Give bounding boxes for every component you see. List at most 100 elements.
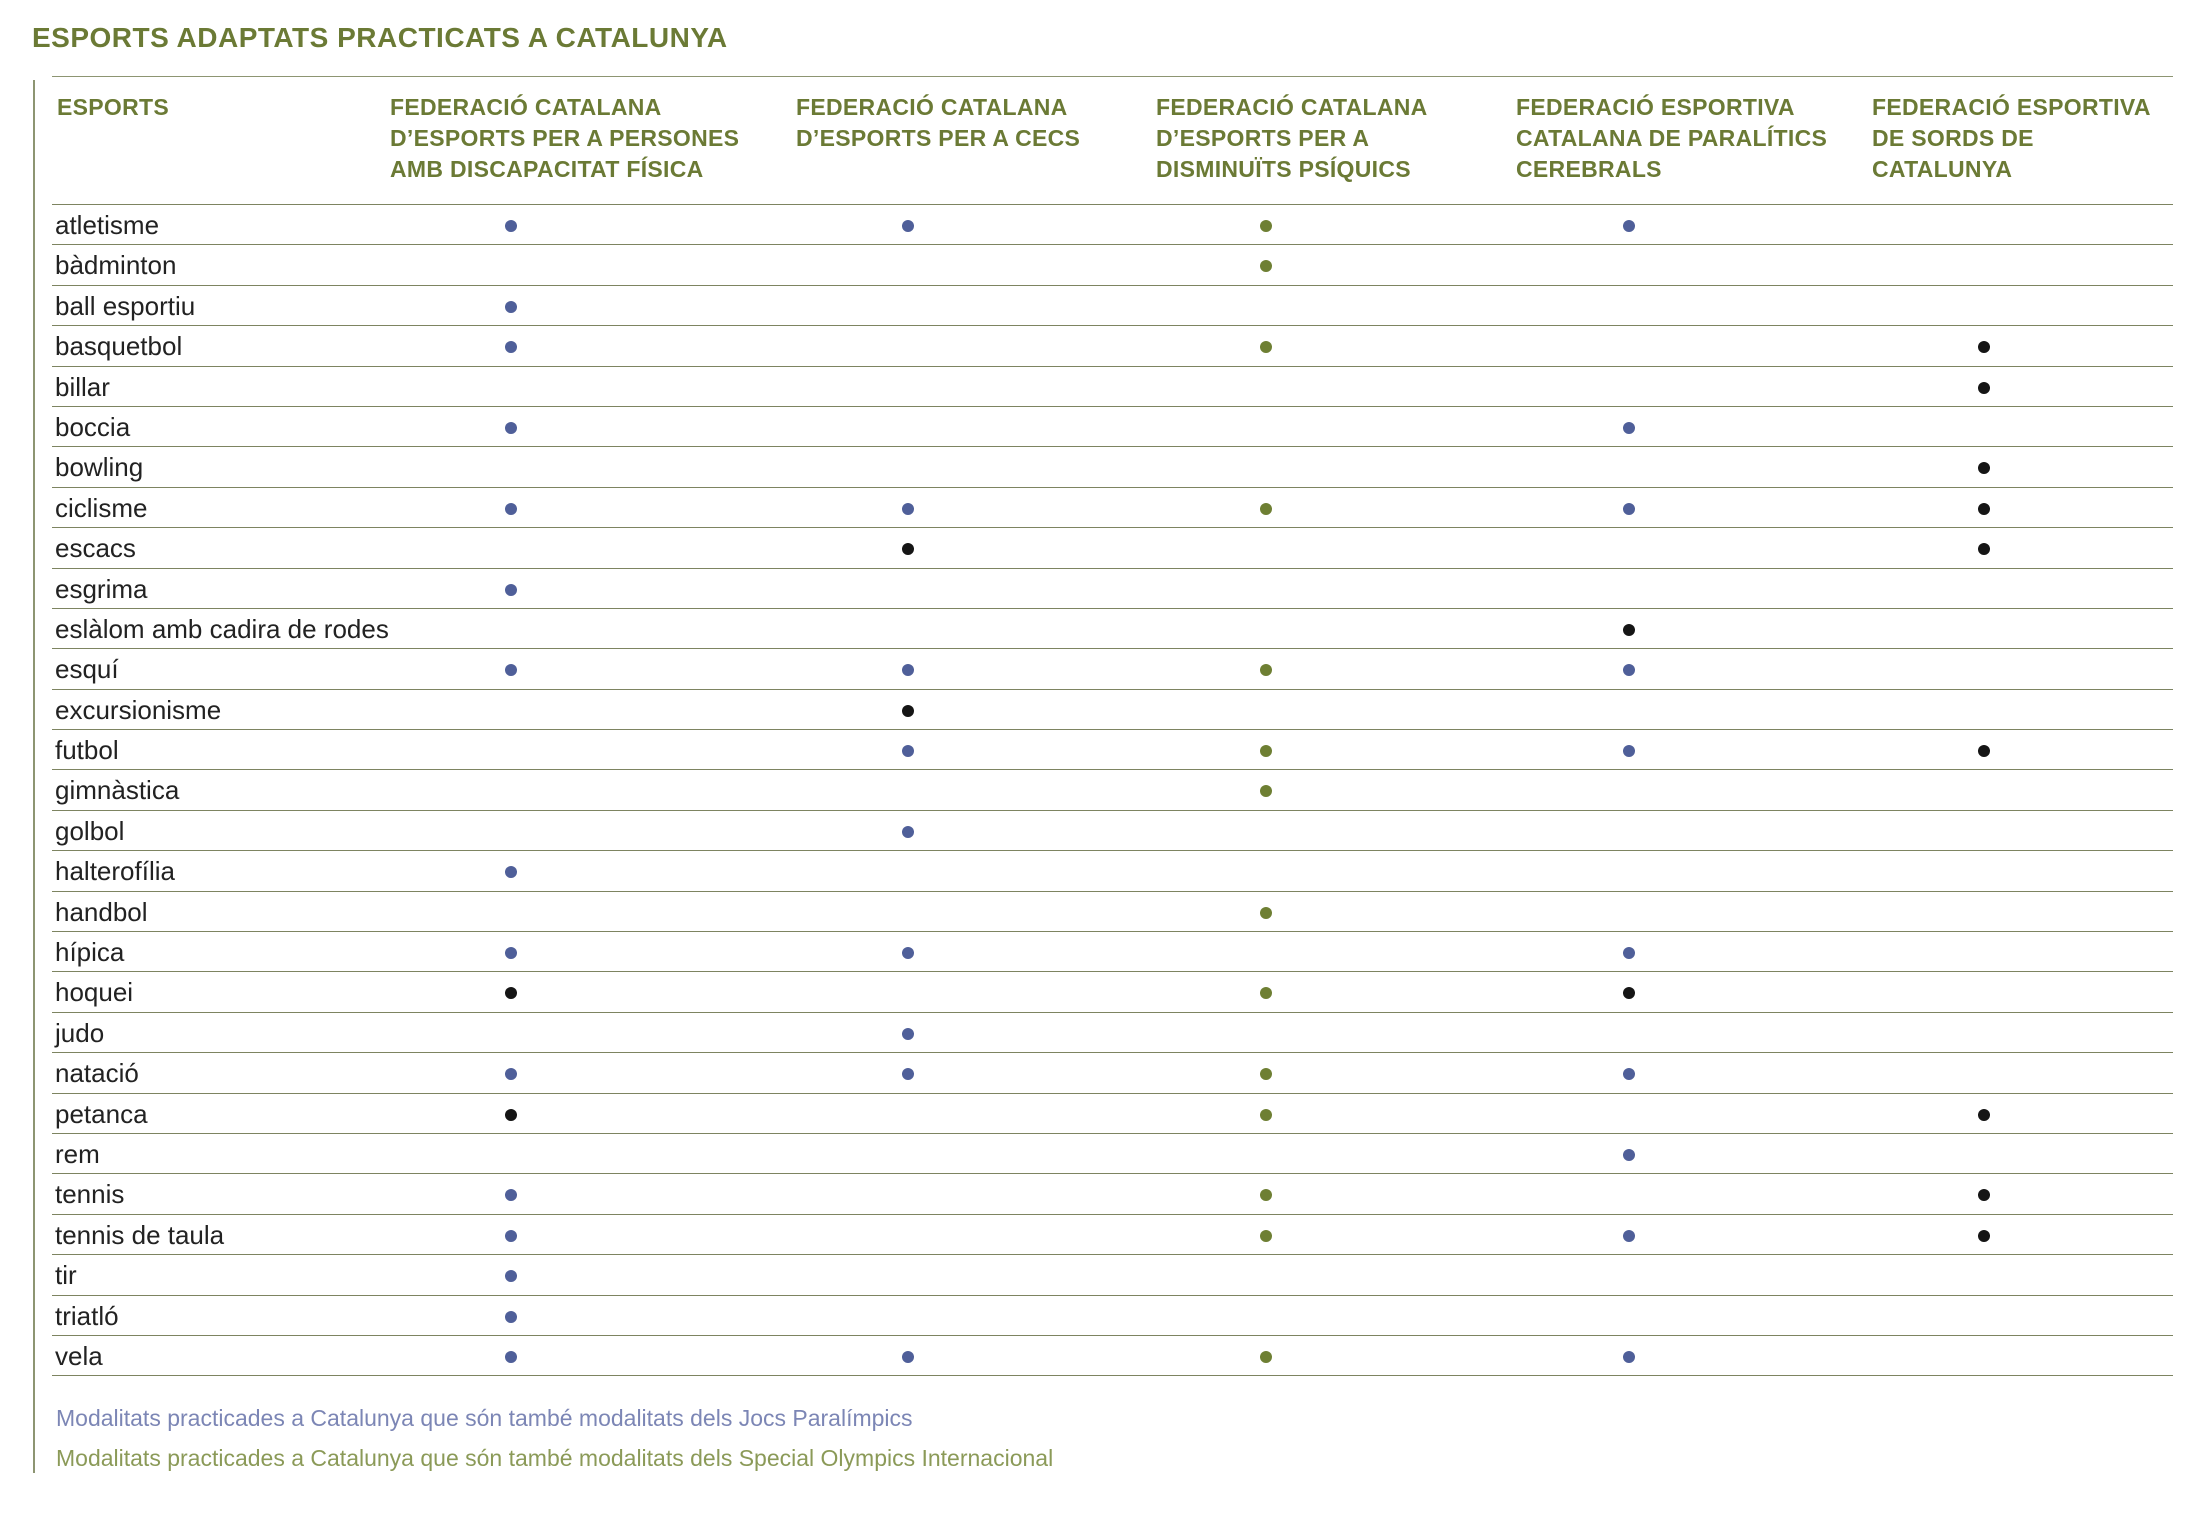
dot-marker-blue: [1623, 1350, 1635, 1363]
dot-marker-green: [1260, 745, 1272, 758]
sport-name: ciclisme: [55, 492, 148, 523]
table-body: atletisme bàdminton ball esportiu basquetbo…: [52, 205, 2173, 1377]
dot-marker-blue: [505, 1068, 517, 1081]
dot-marker-blue: [902, 745, 914, 758]
legend-paralympics: Modalitats practicades a Catalunya que s…: [56, 1405, 913, 1431]
dot-marker-black: [1978, 462, 1990, 475]
dot-marker-green: [1260, 1108, 1272, 1121]
table-row: escacs: [52, 528, 2173, 569]
page-title: ESPORTS ADAPTATS PRACTICATS A CATALUNYA: [32, 22, 728, 53]
dot-marker-blue: [505, 341, 517, 354]
table-row: bàdminton: [52, 245, 2173, 286]
dot-marker-black: [902, 704, 914, 717]
table-row: tir: [52, 1255, 2173, 1296]
table-row: ball esportiu: [52, 286, 2173, 327]
sport-name: ball esportiu: [55, 290, 196, 321]
dot-marker-blue: [505, 502, 517, 515]
top-divider: [52, 76, 2173, 77]
table-row: tennis: [52, 1174, 2173, 1215]
sport-name: futbol: [55, 735, 119, 766]
dot-marker-green: [1260, 220, 1272, 232]
table-row: rem: [52, 1134, 2173, 1175]
dot-marker-blue: [505, 300, 517, 313]
sport-name: tennis: [55, 1179, 125, 1210]
dot-marker-black: [1978, 1229, 1990, 1242]
dot-marker-blue: [1623, 1148, 1635, 1161]
dot-marker-blue: [1623, 1229, 1635, 1242]
dot-marker-black: [1978, 502, 1990, 515]
column-header-fed-sords: FEDERACIÓ ESPORTIVA DE SORDS DE CATALUNY…: [1872, 94, 2151, 182]
dot-marker-blue: [505, 1310, 517, 1323]
dot-marker-blue: [902, 1068, 914, 1081]
dot-marker-black: [1978, 381, 1990, 394]
dot-marker-blue: [505, 664, 517, 677]
dot-marker-black: [902, 543, 914, 556]
sport-name: bowling: [55, 452, 144, 483]
table-row: petanca: [52, 1094, 2173, 1134]
dot-marker-black: [1978, 543, 1990, 556]
sport-name: esgrima: [55, 573, 148, 604]
dot-marker-blue: [1623, 502, 1635, 515]
sport-name: judo: [55, 1017, 105, 1048]
dot-marker-blue: [902, 825, 914, 838]
dot-marker-blue: [505, 866, 517, 879]
dot-marker-blue: [505, 947, 517, 960]
dot-marker-green: [1260, 341, 1272, 354]
sport-name: vela: [55, 1340, 103, 1371]
column-header-fed-cecs: FEDERACIÓ CATALANA D’ESPORTS PER A CECS: [796, 94, 1081, 151]
sport-name: tir: [55, 1260, 77, 1291]
column-header-fed-paralitics: FEDERACIÓ ESPORTIVA CATALANA DE PARALÍTI…: [1516, 94, 1828, 182]
dot-marker-blue: [1623, 947, 1635, 960]
sport-name: triatló: [55, 1300, 119, 1331]
dot-marker-blue: [1623, 220, 1635, 232]
dot-marker-green: [1260, 1229, 1272, 1242]
sport-name: billar: [55, 371, 110, 402]
sport-name: gimnàstica: [55, 775, 180, 806]
table-row: hípica: [52, 932, 2173, 973]
dot-marker-blue: [505, 1270, 517, 1283]
table-row: natació: [52, 1053, 2173, 1094]
sport-name: halterofília: [55, 856, 175, 887]
column-header-fed-psiquics: FEDERACIÓ CATALANA D’ESPORTS PER A DISMI…: [1156, 94, 1428, 182]
dot-marker-green: [1260, 1350, 1272, 1363]
table-row: handbol: [52, 892, 2173, 933]
sport-name: bàdminton: [55, 250, 177, 281]
dot-marker-green: [1260, 664, 1272, 677]
table-row: vela: [52, 1336, 2173, 1377]
table-row: triatló: [52, 1296, 2173, 1336]
dot-marker-green: [1260, 260, 1272, 273]
sport-name: boccia: [55, 411, 131, 442]
dot-marker-blue: [902, 220, 914, 232]
table-row: billar: [52, 367, 2173, 407]
table-row: hoquei: [52, 972, 2173, 1013]
sport-name: handbol: [55, 896, 148, 927]
table-row: judo: [52, 1013, 2173, 1054]
dot-marker-blue: [1623, 664, 1635, 677]
dot-marker-blue: [505, 1350, 517, 1363]
dot-marker-blue: [505, 421, 517, 434]
dot-marker-green: [1260, 502, 1272, 515]
column-header-fed-fisica: FEDERACIÓ CATALANA D’ESPORTS PER A PERSO…: [390, 94, 740, 182]
dot-marker-blue: [505, 583, 517, 596]
dot-marker-black: [505, 1108, 517, 1121]
table-row: tennis de taula: [52, 1215, 2173, 1256]
sport-name: escacs: [55, 533, 136, 564]
dot-marker-blue: [902, 502, 914, 515]
table-row: excursionisme: [52, 690, 2173, 731]
dot-marker-blue: [902, 1027, 914, 1040]
sport-name: excursionisme: [55, 694, 222, 725]
dot-marker-blue: [1623, 421, 1635, 434]
dot-marker-black: [1978, 1189, 1990, 1202]
sport-name: tennis de taula: [55, 1219, 225, 1250]
table-header: ESPORTS FEDERACIÓ CATALANA D’ESPORTS PER…: [52, 76, 2173, 205]
table-row: esgrima: [52, 569, 2173, 609]
table-row: bowling: [52, 447, 2173, 488]
sports-table: ESPORTS FEDERACIÓ CATALANA D’ESPORTS PER…: [52, 76, 2173, 1377]
sport-name: golbol: [55, 815, 125, 846]
table-row: ciclisme: [52, 488, 2173, 529]
column-header-esports: ESPORTS: [57, 94, 170, 120]
table-row: boccia: [52, 407, 2173, 448]
sport-name: rem: [55, 1138, 100, 1169]
dot-marker-blue: [505, 220, 517, 232]
sport-name: eslàlom amb cadira de rodes: [55, 613, 389, 644]
